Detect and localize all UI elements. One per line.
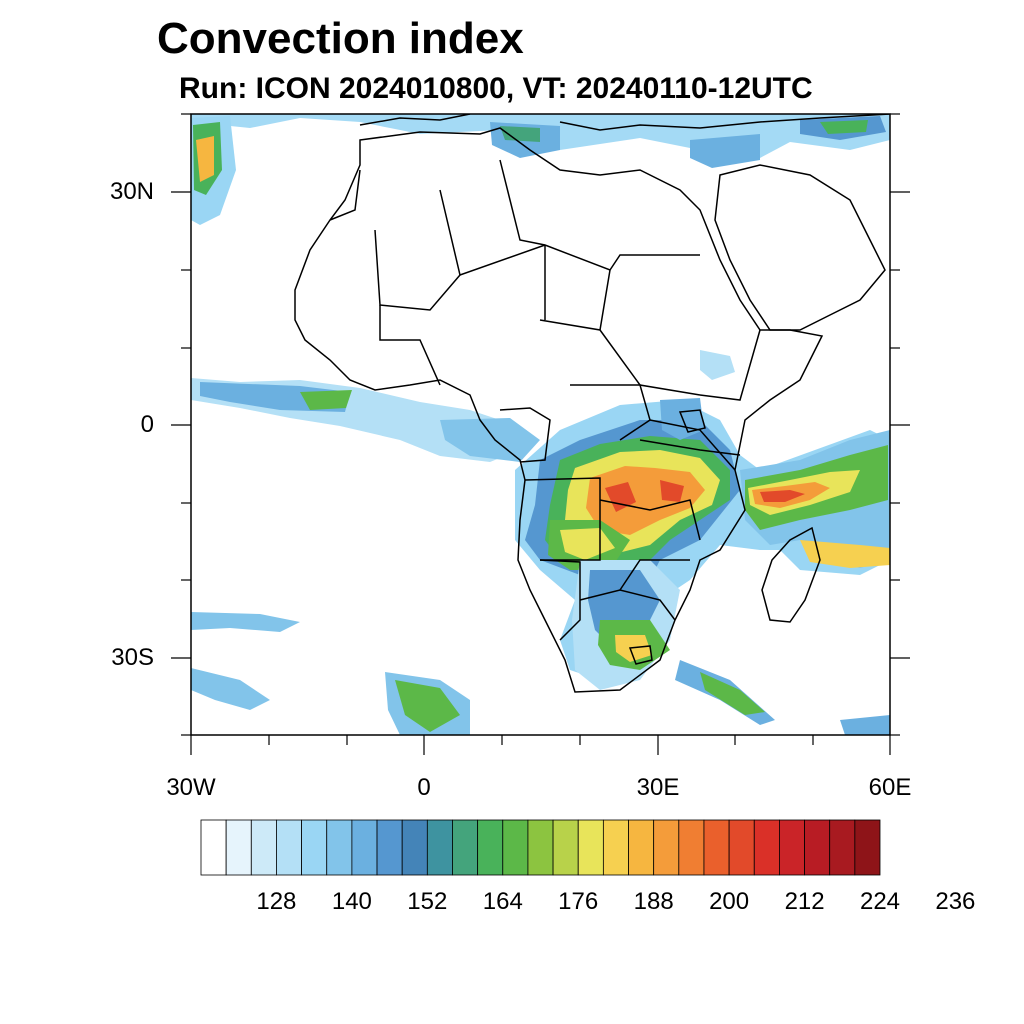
europe-coast bbox=[359, 114, 890, 131]
colorbar-swatch bbox=[703, 819, 730, 876]
border-17 bbox=[639, 439, 741, 456]
colorbar-swatch bbox=[653, 819, 680, 876]
colorbar-swatch bbox=[401, 819, 428, 876]
border-9 bbox=[699, 329, 761, 401]
colorbar-label: 152 bbox=[407, 888, 448, 915]
field-north-green bbox=[820, 120, 868, 134]
lat-label-30n: 30N bbox=[109, 178, 154, 205]
field-central-red-1 bbox=[605, 482, 636, 512]
field-io-red bbox=[760, 490, 805, 502]
colorbar-swatch bbox=[779, 819, 805, 876]
field-central-orange bbox=[586, 466, 705, 535]
field-med-3 bbox=[690, 134, 760, 168]
border-10 bbox=[570, 384, 651, 441]
lon-label-30e: 30E bbox=[636, 774, 680, 801]
lon-label-60e: 60E bbox=[868, 774, 912, 801]
colorbar-label: 224 bbox=[859, 888, 901, 915]
colorbar-swatch bbox=[351, 819, 378, 876]
colorbar-swatch bbox=[326, 819, 353, 876]
border-8 bbox=[599, 269, 611, 331]
field-safrica-yellow bbox=[615, 635, 652, 662]
border-4 bbox=[374, 229, 461, 311]
colorbar-swatch bbox=[854, 819, 881, 876]
coastlines bbox=[294, 114, 890, 693]
colorbar-label: 200 bbox=[709, 888, 750, 915]
field-central-yellow-sw bbox=[560, 528, 615, 560]
colorbar-swatch bbox=[527, 819, 554, 876]
border-18 bbox=[499, 407, 551, 463]
colorbar-swatch bbox=[376, 819, 403, 876]
field-med-2 bbox=[500, 126, 540, 142]
field-so-4 bbox=[395, 680, 460, 732]
border-13 bbox=[539, 559, 581, 641]
lake-victoria bbox=[678, 409, 706, 433]
madagascar bbox=[761, 526, 821, 623]
colorbar-swatch bbox=[276, 819, 302, 876]
colorbar-swatch bbox=[577, 819, 604, 876]
lat-label-30s: 30S bbox=[111, 644, 154, 671]
field-ethiopia bbox=[700, 350, 735, 380]
field-gulf-blue bbox=[440, 418, 540, 462]
colorbar bbox=[200, 819, 881, 876]
border-14 bbox=[579, 589, 676, 621]
colorbar-swatch bbox=[728, 819, 755, 876]
colorbar-label: 176 bbox=[558, 888, 599, 915]
colorbar-swatch bbox=[804, 819, 831, 876]
border-1 bbox=[499, 159, 700, 271]
border-5 bbox=[379, 305, 441, 386]
chart-subtitle: Run: ICON 2024010800, VT: 20240110-12UTC bbox=[179, 72, 813, 105]
field-so-5 bbox=[191, 668, 270, 710]
colorbar-swatch bbox=[301, 819, 328, 876]
lon-label-0: 0 bbox=[417, 774, 431, 801]
field-so-2 bbox=[700, 672, 765, 715]
colorbar-label: 236 bbox=[935, 888, 976, 915]
colorbar-swatch bbox=[628, 819, 655, 876]
map-background bbox=[191, 114, 890, 735]
chart-title: Convection index bbox=[157, 14, 524, 63]
lon-ticks bbox=[190, 735, 891, 755]
colorbar-label: 212 bbox=[784, 888, 825, 915]
border-12 bbox=[599, 499, 701, 541]
colorbar-label: 188 bbox=[633, 888, 674, 915]
colorbar-swatch bbox=[753, 819, 780, 876]
field-north-west-hot bbox=[196, 136, 214, 182]
colorbar-label: 140 bbox=[331, 888, 372, 915]
colorbar-swatch bbox=[426, 819, 453, 876]
field-io-south bbox=[800, 540, 890, 568]
lesotho bbox=[628, 645, 653, 665]
field-atlantic-green bbox=[300, 390, 352, 410]
colorbar-swatch bbox=[602, 819, 629, 876]
border-3 bbox=[329, 169, 361, 221]
colorbar-swatch bbox=[502, 819, 529, 876]
colorbar-swatch bbox=[250, 819, 277, 876]
border-15 bbox=[619, 559, 690, 591]
africa-coastline bbox=[294, 127, 824, 693]
lat-label-0: 0 bbox=[140, 411, 154, 438]
colorbar-swatch bbox=[225, 819, 252, 876]
colorbar-swatch bbox=[452, 819, 479, 876]
border-16 bbox=[649, 419, 736, 471]
field-so-6 bbox=[191, 612, 300, 632]
colorbar-label: 128 bbox=[256, 888, 297, 915]
colorbar-swatch bbox=[552, 819, 579, 876]
border-6 bbox=[539, 319, 701, 396]
field-central-red-2 bbox=[660, 480, 684, 502]
colorbar-swatch bbox=[477, 819, 504, 876]
arabia bbox=[714, 164, 886, 331]
field-so-7 bbox=[840, 715, 890, 735]
colorbar-swatch bbox=[829, 819, 856, 876]
border-11 bbox=[524, 477, 601, 561]
colorbar-label: 164 bbox=[482, 888, 523, 915]
lat-ticks bbox=[171, 113, 910, 736]
colorbar-swatch bbox=[200, 819, 227, 876]
lon-label-30w: 30W bbox=[166, 774, 216, 801]
colorbar-swatch bbox=[678, 819, 705, 876]
